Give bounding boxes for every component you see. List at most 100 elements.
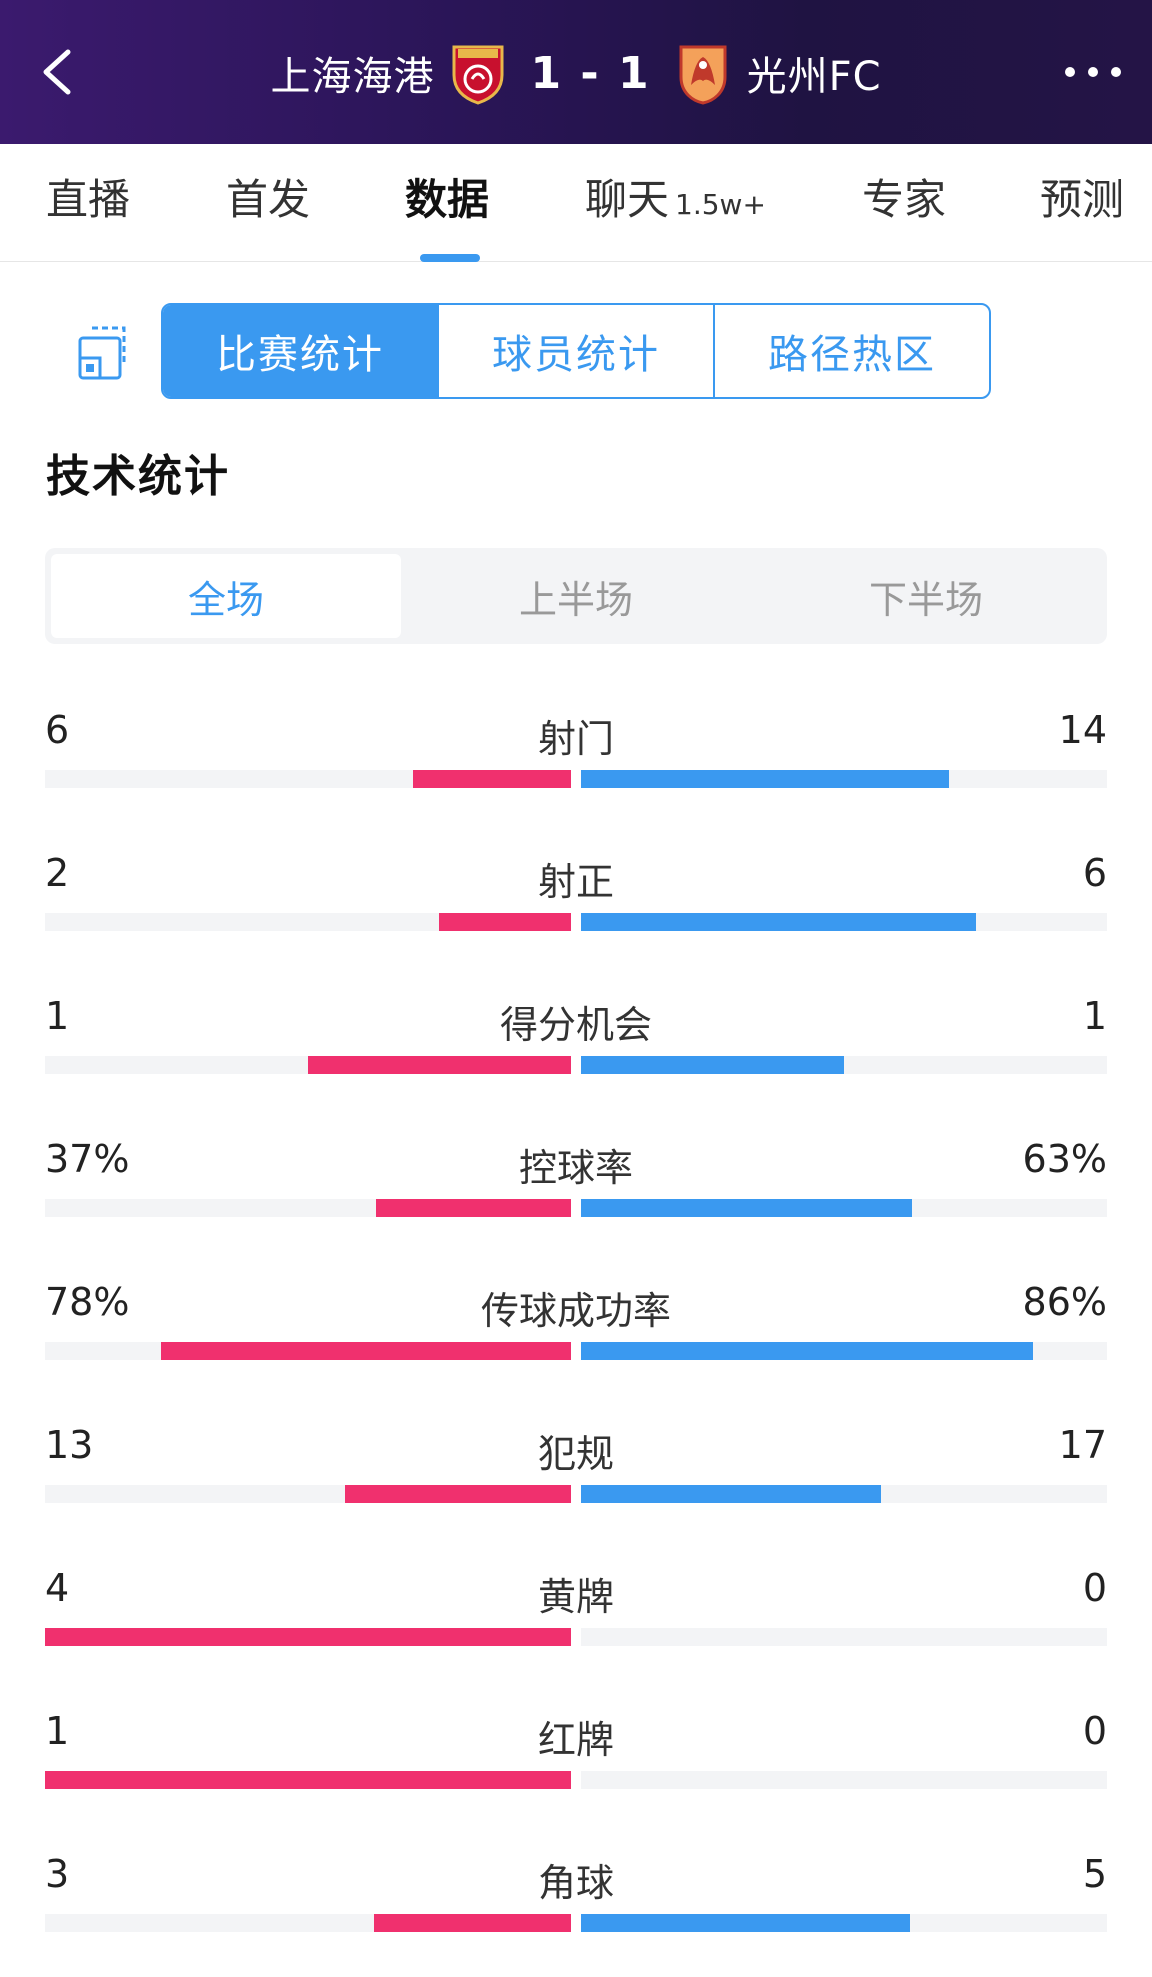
away-bar-fill	[581, 1342, 1033, 1360]
more-button[interactable]	[1058, 52, 1128, 92]
home-team-name: 上海海港	[270, 54, 435, 100]
stat-row: 4 黄牌 0	[45, 1566, 1107, 1666]
home-bar-fill	[308, 1056, 571, 1074]
away-bar-track	[581, 1199, 1107, 1217]
home-bar-track	[45, 1628, 571, 1646]
home-stat-value: 4	[45, 1566, 70, 1610]
home-stat-value: 3	[45, 1852, 70, 1896]
tab-data[interactable]: 数据	[405, 166, 489, 236]
stat-label: 控球率	[518, 1146, 633, 1190]
shanghai-port-crest-icon	[448, 41, 508, 105]
period-second-half[interactable]: 下半场	[868, 577, 983, 622]
chevron-left-icon	[43, 49, 71, 95]
away-stat-value: 14	[1058, 708, 1107, 752]
home-bar-track	[45, 913, 571, 931]
away-stat-value: 17	[1058, 1423, 1107, 1467]
away-bar-track	[581, 770, 1107, 788]
home-stat-value: 2	[45, 851, 70, 895]
stat-label: 角球	[537, 1861, 614, 1905]
period-toggle: 全场 上半场 下半场	[45, 548, 1107, 644]
home-stat-value: 6	[45, 708, 70, 752]
tab-label: 专家	[862, 175, 947, 224]
home-stat-value: 1	[45, 1709, 70, 1753]
section-title: 技术统计	[46, 451, 230, 502]
stat-row: 37% 控球率 63%	[45, 1137, 1107, 1237]
home-stat-value: 1	[45, 994, 70, 1038]
home-bar-fill	[376, 1199, 571, 1217]
tab-chat[interactable]: 聊天 1.5w+	[585, 166, 766, 236]
home-bar-fill	[374, 1914, 571, 1932]
home-bar-track	[45, 1056, 571, 1074]
segment-heatmap[interactable]: 路径热区	[768, 332, 936, 378]
away-bar-track	[581, 913, 1107, 931]
tab-label: 数据	[405, 175, 490, 224]
home-bar-track	[45, 1914, 571, 1932]
home-bar-fill	[413, 770, 571, 788]
match-score: 1 - 1	[530, 47, 651, 99]
back-button[interactable]	[30, 40, 90, 104]
home-bar-fill	[45, 1628, 571, 1646]
away-bar-track	[581, 1628, 1107, 1646]
home-bar-track	[45, 1485, 571, 1503]
segment-player-stats[interactable]: 球员统计	[439, 305, 715, 397]
gwangju-fc-crest-icon	[673, 41, 733, 105]
home-bar-track	[45, 1342, 571, 1360]
away-bar-fill	[581, 770, 949, 788]
away-bar-track	[581, 1056, 1107, 1074]
layout-switch-icon[interactable]	[72, 322, 132, 382]
stat-row: 1 得分机会 1	[45, 994, 1107, 1094]
away-bar-track	[581, 1914, 1107, 1932]
stat-row: 13 犯规 17	[45, 1423, 1107, 1523]
away-bar-fill	[581, 1199, 912, 1217]
away-bar-fill	[581, 913, 976, 931]
more-dot	[1064, 67, 1075, 77]
scoreboard: 上海海港 1 - 1 光州FC	[0, 38, 1152, 108]
away-stat-value: 5	[1082, 1852, 1107, 1896]
tab-label: 预测	[1040, 175, 1125, 224]
stat-row: 6 射门 14	[45, 708, 1107, 808]
home-bar-track	[45, 1199, 571, 1217]
tab-lineup[interactable]: 首发	[226, 166, 310, 236]
stat-row: 78% 传球成功率 86%	[45, 1280, 1107, 1380]
away-stat-value: 86%	[1022, 1280, 1107, 1324]
away-bar-track	[581, 1342, 1107, 1360]
stat-label: 黄牌	[537, 1575, 614, 1619]
away-stat-value: 1	[1082, 994, 1107, 1038]
match-header: 上海海港 1 - 1 光州FC	[0, 0, 1152, 144]
tab-live[interactable]: 直播	[46, 166, 130, 236]
stat-label: 射门	[537, 717, 614, 761]
stat-label: 射正	[537, 860, 614, 904]
home-bar-fill	[439, 913, 571, 931]
home-bar-fill	[45, 1771, 571, 1789]
match-tabs: 直播 首发 数据 聊天 1.5w+ 专家 预测	[0, 144, 1152, 262]
tab-label: 首发	[226, 175, 311, 224]
home-stat-value: 13	[45, 1423, 94, 1467]
away-stat-value: 0	[1082, 1709, 1107, 1753]
away-bar-track	[581, 1485, 1107, 1503]
away-bar-fill	[581, 1485, 881, 1503]
home-bar-track	[45, 1771, 571, 1789]
period-full-match[interactable]: 全场	[51, 554, 401, 638]
stats-type-segment: 比赛统计 球员统计 路径热区	[161, 303, 991, 399]
chat-count-badge: 1.5w+	[675, 188, 766, 221]
tab-predict[interactable]: 预测	[1040, 166, 1124, 236]
segment-match-stats[interactable]: 比赛统计	[163, 305, 439, 397]
stat-row: 1 红牌 0	[45, 1709, 1107, 1809]
away-bar-fill	[581, 1056, 844, 1074]
away-stat-value: 63%	[1022, 1137, 1107, 1181]
stat-label: 犯规	[537, 1432, 614, 1476]
tab-label: 直播	[46, 175, 131, 224]
tab-experts[interactable]: 专家	[862, 166, 946, 236]
period-first-half[interactable]: 上半场	[518, 577, 633, 622]
away-team-name: 光州FC	[746, 54, 882, 100]
home-bar-fill	[345, 1485, 571, 1503]
active-tab-indicator	[420, 254, 480, 262]
away-bar-fill	[581, 1914, 910, 1932]
stat-label: 红牌	[537, 1718, 614, 1762]
stat-row: 2 射正 6	[45, 851, 1107, 951]
away-stat-value: 6	[1082, 851, 1107, 895]
away-stat-value: 0	[1082, 1566, 1107, 1610]
more-dot	[1111, 67, 1122, 77]
home-stat-value: 78%	[45, 1280, 130, 1324]
home-bar-track	[45, 770, 571, 788]
